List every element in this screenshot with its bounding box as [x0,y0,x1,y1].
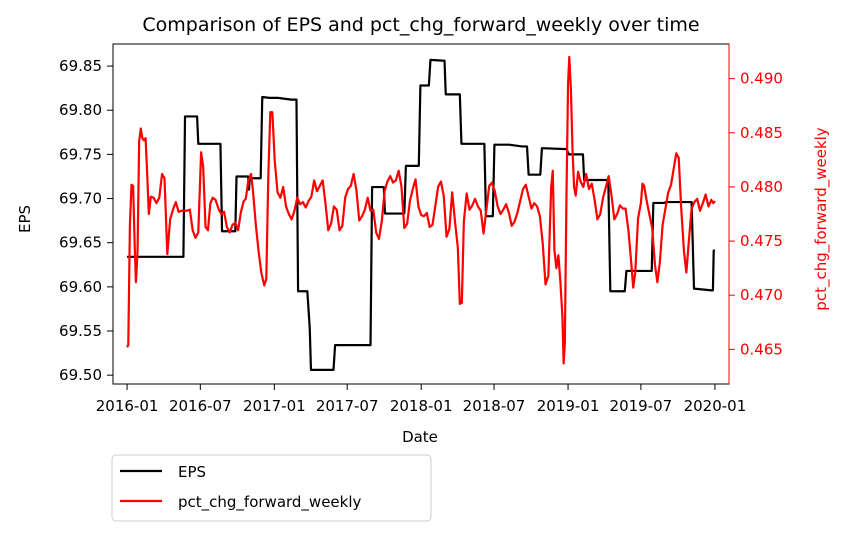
right-y-tick-label: 0.475 [740,232,783,250]
legend-label-pct-chg: pct_chg_forward_weekly [178,493,362,512]
right-y-tick-label: 0.480 [740,178,783,196]
x-tick-label: 2017-07 [316,397,379,415]
x-tick-label: 2018-01 [390,397,453,415]
x-tick-label: 2017-01 [243,397,306,415]
left-y-tick-label: 69.85 [59,57,102,75]
left-y-tick-label: 69.50 [59,366,102,384]
left-y-tick-label: 69.80 [59,101,102,119]
left-y-axis-title: EPS [16,205,34,233]
left-y-tick-label: 69.55 [59,322,102,340]
series-line-pct-chg [126,55,716,365]
left-y-tick-label: 69.60 [59,278,102,296]
right-y-tick-label: 0.470 [740,286,783,304]
left-y-tick-label: 69.70 [59,190,102,208]
right-y-tick-label: 0.465 [740,340,783,358]
x-tick-label: 2016-01 [96,397,159,415]
right-y-axis-title: pct_chg_forward_weekly [812,127,831,311]
left-y-tick-label: 69.65 [59,234,102,252]
x-tick-label: 2019-01 [537,397,600,415]
axes-layer: 69.50 69.55 69.60 69.65 69.70 69.75 69.80 69.85… [59,43,783,415]
right-y-tick-label: 0.485 [740,124,783,142]
x-axis-title: Date [402,428,438,446]
x-tick-label: 2016-07 [169,397,232,415]
x-tick-label: 2018-07 [463,397,526,415]
right-y-tick-label: 0.490 [740,70,783,88]
x-tick-label: 2020-01 [684,397,747,415]
series-layer [126,55,716,371]
left-y-tick-label: 69.75 [59,145,102,163]
legend: EPS pct_chg_forward_weekly [111,454,432,522]
x-tick-label: 2019-07 [610,397,673,415]
legend-frame [111,454,432,522]
chart-title: Comparison of EPS and pct_chg_forward_we… [142,14,699,36]
legend-label-eps: EPS [178,463,206,481]
